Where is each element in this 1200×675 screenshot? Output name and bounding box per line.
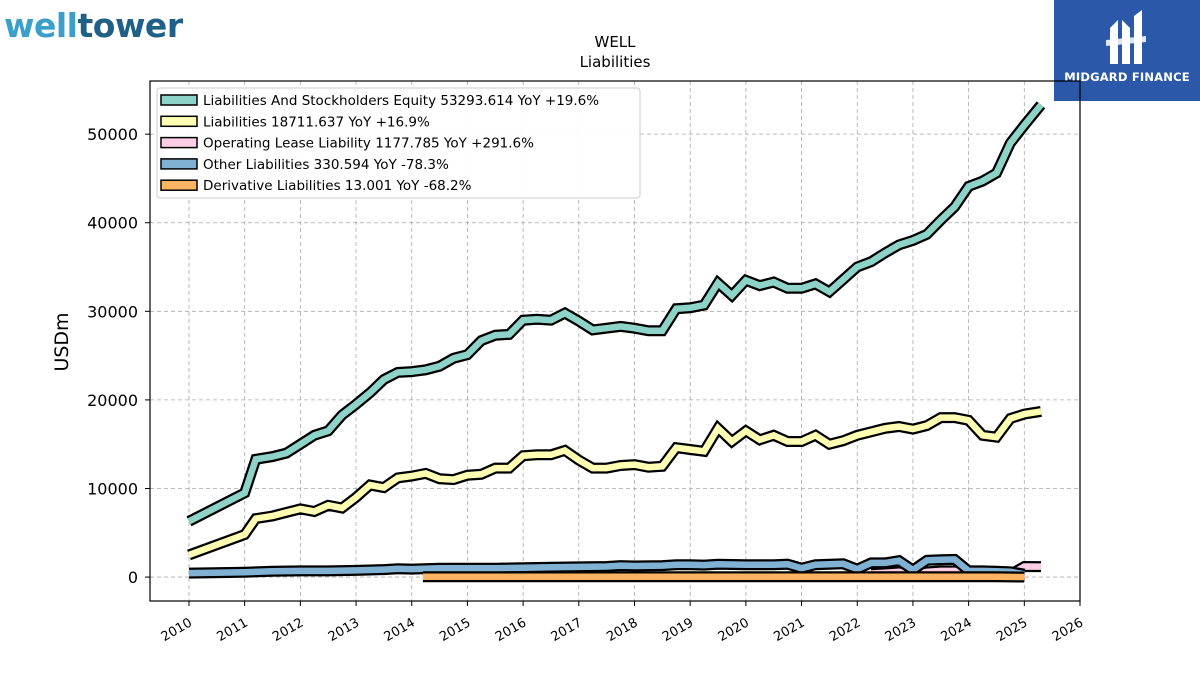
midgard-finance-logo: MIDGARD FINANCE: [1054, 0, 1200, 101]
plot-frame: [149, 80, 1081, 602]
x-tick-label: 2017: [549, 615, 585, 645]
x-tick-label: 2023: [883, 615, 919, 645]
legend-swatch: [160, 179, 198, 191]
logo-tower-text: tower: [77, 6, 184, 45]
series-layer: [186, 101, 1046, 583]
x-tick-label: 2019: [660, 615, 696, 645]
x-tick-label: 2013: [326, 615, 362, 645]
legend-label: Operating Lease Liability 1177.785 YoY +…: [203, 136, 534, 152]
x-tick-label: 2018: [604, 615, 640, 645]
y-tick-label: 30000: [87, 302, 138, 321]
x-tick-label: 2024: [938, 615, 974, 645]
x-tick-label: 2016: [493, 615, 529, 645]
series-line: [187, 408, 1042, 558]
welltower-logo: welltower: [4, 6, 183, 45]
logo-well-text: well: [4, 6, 78, 45]
chart-subtitle: Liabilities: [580, 53, 651, 71]
legend-label: Liabilities 18711.637 YoY +16.9%: [203, 114, 430, 130]
x-tick-label: 2010: [159, 615, 195, 645]
series-liabilities: [187, 405, 1042, 561]
y-tick-label: 0: [128, 568, 138, 587]
y-tick-label: 40000: [87, 214, 138, 233]
y-axis-label: USDm: [51, 312, 73, 371]
legend-label: Liabilities And Stockholders Equity 5329…: [203, 93, 599, 109]
legend-swatch: [160, 158, 198, 170]
series-liabilities-and-stockholders-equity: [186, 101, 1046, 527]
legend-label: Other Liabilities 330.594 YoY -78.3%: [203, 157, 449, 173]
legend: Liabilities And Stockholders Equity 5329…: [156, 87, 641, 199]
midgard-mark-icon: [1106, 10, 1146, 64]
legend-label: Derivative Liabilities 13.001 YoY -68.2%: [203, 178, 472, 194]
x-tick-label: 2022: [827, 615, 863, 645]
legend-swatch: [160, 94, 198, 106]
x-tick-label: 2011: [215, 615, 251, 645]
y-tick-label: 20000: [87, 391, 138, 410]
legend-box: [156, 87, 641, 199]
legend-swatch: [160, 136, 198, 149]
legend-swatch: [160, 115, 198, 128]
x-tick-label: 2020: [716, 615, 752, 645]
x-tick-label: 2021: [771, 615, 807, 645]
x-tick-label: 2015: [437, 615, 473, 645]
x-tick-label: 2014: [382, 615, 418, 645]
midgard-finance-name: MIDGARD FINANCE: [1064, 70, 1190, 84]
x-tick-label: 2026: [1050, 615, 1086, 645]
series-line: [188, 556, 1025, 578]
series-other-liabilities: [188, 553, 1026, 580]
x-tick-label: 2012: [270, 615, 306, 645]
y-tick-label: 50000: [87, 125, 138, 144]
series-line: [187, 102, 1044, 525]
chart-title: WELL: [594, 33, 636, 51]
y-tick-label: 10000: [87, 479, 138, 498]
x-tick-label: 2025: [994, 615, 1030, 645]
